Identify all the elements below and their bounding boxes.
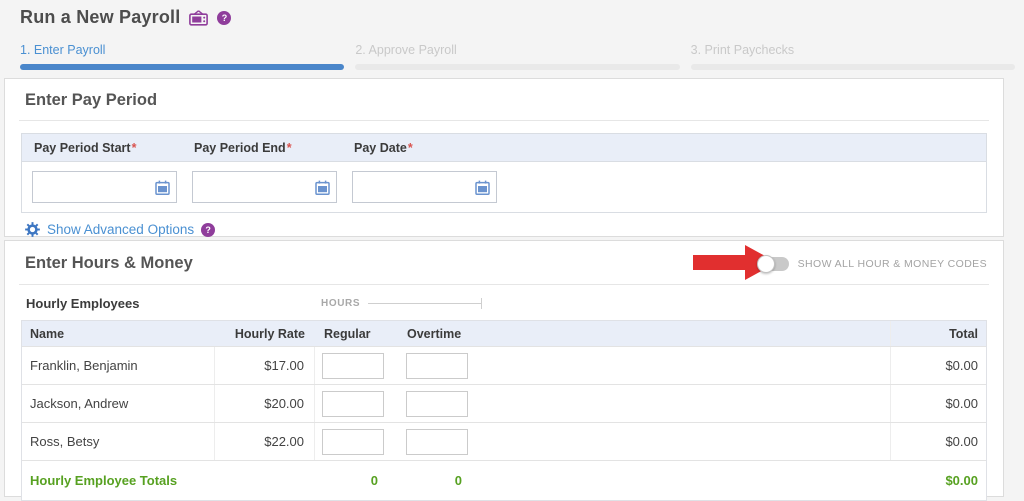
pay-period-end-label: Pay Period End*	[194, 140, 292, 155]
overtime-hours-input[interactable]	[406, 391, 468, 417]
show-codes-toggle[interactable]	[756, 255, 789, 273]
progress-bar-active	[20, 64, 345, 70]
hourly-employees-subheader: Hourly Employees HOURS	[21, 286, 987, 320]
pay-date-label: Pay Date*	[354, 140, 413, 155]
overtime-hours-input[interactable]	[406, 353, 468, 379]
regular-hours-input[interactable]	[322, 429, 384, 455]
show-codes-toggle-label: SHOW ALL HOUR & MONEY CODES	[797, 258, 987, 270]
totals-overtime: 0	[454, 473, 462, 488]
help-icon[interactable]: ?	[201, 222, 216, 237]
step-tabs: 1. Enter Payroll 2. Approve Payroll 3. P…	[20, 43, 1015, 70]
required-asterisk: *	[131, 140, 137, 155]
overtime-hours-input[interactable]	[406, 429, 468, 455]
totals-total: $0.00	[945, 473, 978, 488]
employee-name: Ross, Betsy	[22, 423, 215, 460]
regular-hours-input[interactable]	[322, 391, 384, 417]
hours-cells	[315, 423, 891, 460]
col-overtime: Overtime	[407, 326, 462, 341]
table-row-ross: Ross, Betsy $22.00 $0.00	[22, 423, 986, 461]
totals-regular: 0	[370, 473, 378, 488]
pay-period-form-header: Pay Period Start* Pay Period End* Pay Da…	[22, 134, 986, 162]
row-total: $0.00	[945, 396, 978, 411]
video-tutorial-icon[interactable]	[189, 9, 209, 26]
show-codes-toggle-row: SHOW ALL HOUR & MONEY CODES	[756, 255, 987, 273]
totals-hours: 0 0	[315, 461, 891, 500]
page-title: Run a New Payroll	[20, 7, 181, 27]
hours-cells	[315, 347, 891, 384]
pay-period-start-field	[32, 171, 177, 203]
pay-date-input[interactable]	[352, 171, 497, 203]
table-row-jackson: Jackson, Andrew $20.00 $0.00	[22, 385, 986, 423]
tab-print-paychecks[interactable]: 3. Print Paychecks	[690, 43, 1015, 70]
divider	[19, 120, 989, 121]
pay-period-form-inputs	[22, 162, 986, 212]
col-total: Total	[949, 326, 978, 341]
row-total: $0.00	[945, 358, 978, 373]
tab-enter-payroll[interactable]: 1. Enter Payroll	[20, 43, 345, 70]
hours-cells	[315, 385, 891, 422]
hourly-employees-title: Hourly Employees	[26, 295, 140, 311]
advanced-options-label: Show Advanced Options	[47, 222, 195, 237]
required-asterisk: *	[407, 140, 413, 155]
page-header: Run a New Payroll ?	[20, 7, 232, 28]
hours-column-group: HOURS	[314, 297, 892, 309]
pay-period-section-title: Enter Pay Period	[25, 91, 158, 109]
calendar-icon	[315, 180, 330, 195]
regular-hours-input[interactable]	[322, 353, 384, 379]
totals-label: Hourly Employee Totals	[30, 473, 178, 488]
pay-period-end-field	[192, 171, 337, 203]
calendar-icon	[475, 180, 490, 195]
hourly-employees-table: Name Hourly Rate Regular Overtime Total …	[21, 320, 987, 501]
enter-hours-money-panel: Enter Hours & Money SHOW ALL HOUR & MONE…	[4, 240, 1004, 501]
hours-group-line	[368, 302, 482, 304]
employee-name: Franklin, Benjamin	[22, 347, 215, 384]
red-arrow-annotation	[693, 245, 777, 280]
pay-period-start-label: Pay Period Start*	[34, 140, 137, 155]
hours-money-section-title: Enter Hours & Money	[25, 254, 193, 272]
toggle-knob	[756, 255, 775, 273]
required-asterisk: *	[286, 140, 292, 155]
divider	[19, 284, 989, 285]
show-advanced-options-link[interactable]: Show Advanced Options ?	[25, 222, 216, 237]
help-icon[interactable]: ?	[217, 10, 232, 25]
tab-approve-payroll[interactable]: 2. Approve Payroll	[355, 43, 680, 70]
gear-icon	[25, 222, 40, 237]
hours-group-label: HOURS	[321, 297, 361, 309]
hourly-rate: $20.00	[215, 385, 315, 422]
enter-pay-period-panel: Enter Pay Period Pay Period Start* Pay P…	[4, 78, 1004, 237]
pay-period-form: Pay Period Start* Pay Period End* Pay Da…	[21, 133, 987, 213]
col-name: Name	[30, 326, 65, 341]
pay-period-start-input[interactable]	[32, 171, 177, 203]
table-row-franklin: Franklin, Benjamin $17.00 $0.00	[22, 347, 986, 385]
col-hourly-rate: Hourly Rate	[234, 326, 305, 341]
table-header-row: Name Hourly Rate Regular Overtime Total	[22, 321, 986, 347]
hourly-rate: $17.00	[215, 347, 315, 384]
hours-group-tick	[481, 297, 483, 309]
col-regular: Regular	[324, 326, 371, 341]
col-hours-group: Regular Overtime	[315, 321, 891, 346]
pay-date-field	[352, 171, 497, 203]
progress-bar	[690, 64, 1015, 70]
employee-name: Jackson, Andrew	[22, 385, 215, 422]
calendar-icon	[155, 180, 170, 195]
hourly-totals-row: Hourly Employee Totals 0 0 $0.00	[22, 461, 986, 501]
progress-bar	[355, 64, 680, 70]
hours-money-header: Enter Hours & Money SHOW ALL HOUR & MONE…	[21, 241, 987, 284]
row-total: $0.00	[945, 434, 978, 449]
hourly-rate: $22.00	[215, 423, 315, 460]
pay-period-end-input[interactable]	[192, 171, 337, 203]
